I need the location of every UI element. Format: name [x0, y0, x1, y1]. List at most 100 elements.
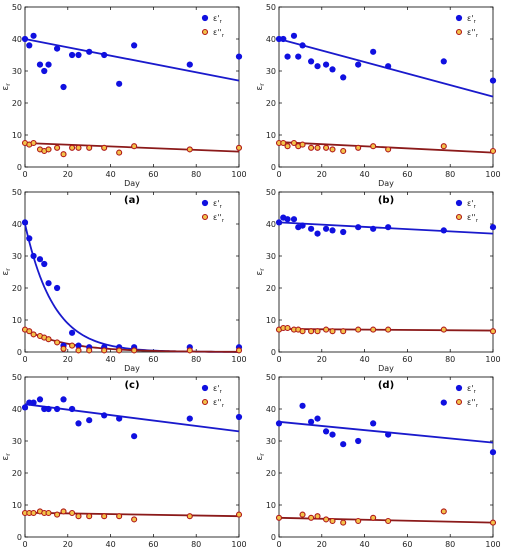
y-axis-label: εr — [1, 83, 12, 91]
data-point-eps-double — [26, 328, 33, 335]
data-point-eps-double — [235, 347, 243, 354]
data-point-eps-prime — [489, 77, 497, 84]
data-point-eps-double — [370, 143, 377, 150]
data-point-eps-prime — [280, 35, 287, 43]
data-point-eps-double — [340, 147, 347, 155]
y-axis-label-subscript: r — [5, 268, 12, 271]
data-point-eps-prime — [21, 35, 29, 43]
x-tick-label: 60 — [148, 540, 158, 549]
data-point-eps-double — [186, 146, 193, 153]
data-point-eps-double — [489, 147, 497, 155]
data-point-eps-double — [30, 139, 37, 147]
data-point-eps-prime — [101, 51, 108, 59]
x-tick-label: 20 — [63, 170, 73, 179]
data-point-eps-prime — [45, 61, 52, 68]
x-axis-label: Day — [124, 179, 140, 188]
x-tick-label: 60 — [148, 170, 158, 179]
data-point-eps-prime — [322, 428, 330, 435]
legend-label-subscript: r — [474, 19, 477, 25]
legend-marker-eps-double — [201, 28, 209, 36]
legend-marker-eps-prime — [201, 199, 209, 207]
legend-label: ε''r — [467, 28, 479, 39]
legend-label-subscript: r — [222, 218, 225, 224]
x-tick-label: 20 — [317, 355, 327, 364]
y-tick-label: 40 — [12, 35, 22, 44]
data-point-eps-prime — [308, 58, 315, 65]
legend-label: ε''r — [467, 398, 479, 409]
data-point-eps-prime — [314, 63, 321, 70]
x-tick-label: 80 — [191, 540, 201, 549]
x-tick-label: 40 — [360, 540, 370, 549]
data-point-eps-double — [75, 144, 82, 151]
data-point-eps-prime — [290, 216, 298, 223]
x-tick-label: 80 — [445, 540, 455, 549]
data-point-eps-double — [308, 514, 315, 521]
data-point-eps-prime — [131, 42, 138, 49]
data-point-eps-prime — [275, 219, 283, 226]
panel-label: (b) — [378, 195, 394, 206]
data-point-eps-double — [299, 511, 306, 518]
data-point-eps-prime — [21, 404, 29, 411]
data-point-eps-prime — [131, 433, 138, 440]
data-point-eps-prime — [36, 256, 44, 263]
data-point-eps-double — [69, 509, 76, 517]
data-point-eps-prime — [30, 32, 37, 39]
y-tick-label: 10 — [12, 131, 22, 140]
data-point-eps-prime — [340, 441, 347, 448]
data-point-eps-prime — [295, 53, 302, 60]
data-point-eps-prime — [355, 224, 362, 231]
legend: ε'r ε''r — [201, 14, 225, 39]
x-tick-label: 100 — [485, 355, 500, 364]
plot-frame — [24, 376, 240, 538]
data-point-eps-prime — [275, 420, 283, 427]
plot-frame — [278, 191, 494, 353]
legend-label-subscript: r — [476, 218, 479, 224]
y-tick-label: 50 — [12, 188, 22, 197]
data-point-eps-double — [86, 347, 93, 354]
legend-label-subscript: r — [474, 204, 477, 210]
data-point-eps-prime — [26, 235, 33, 242]
data-point-eps-prime — [60, 396, 67, 403]
legend: ε'r ε''r — [201, 384, 225, 409]
legend-label: ε'r — [213, 384, 223, 395]
data-point-eps-prime — [489, 449, 497, 456]
fit-line-eps-prime — [24, 403, 240, 433]
data-point-eps-prime — [41, 67, 48, 75]
data-point-eps-prime — [385, 431, 392, 438]
data-point-eps-double — [440, 143, 447, 150]
data-point-eps-prime — [68, 329, 76, 336]
data-point-eps-prime — [370, 48, 377, 55]
data-point-eps-double — [385, 326, 392, 333]
data-point-eps-prime — [75, 420, 82, 427]
data-point-eps-prime — [355, 61, 362, 68]
fit-line-eps-prime — [278, 420, 494, 444]
legend-label-subscript: r — [220, 389, 223, 395]
data-point-eps-double — [54, 144, 61, 151]
data-point-eps-prime — [116, 415, 123, 422]
data-point-eps-prime — [45, 405, 52, 413]
data-point-eps-prime — [308, 418, 315, 425]
legend: ε'r ε''r — [455, 14, 479, 39]
x-tick-label: 60 — [402, 170, 412, 179]
data-point-eps-prime — [36, 396, 44, 403]
y-tick-label: 10 — [266, 131, 276, 140]
data-point-eps-double — [54, 511, 61, 518]
legend-label-subscript: r — [222, 33, 225, 39]
data-point-eps-double — [116, 347, 123, 354]
data-point-eps-double — [355, 326, 362, 333]
data-point-eps-double — [131, 516, 138, 523]
legend-marker-eps-prime — [201, 384, 209, 392]
x-tick-label: 100 — [485, 540, 500, 549]
data-point-eps-prime — [54, 284, 61, 292]
data-point-eps-prime — [299, 42, 306, 49]
data-point-eps-double — [235, 511, 243, 518]
y-tick-label: 20 — [12, 469, 22, 478]
y-tick-label: 20 — [12, 284, 22, 293]
x-tick-label: 100 — [231, 355, 246, 364]
x-tick-label: 0 — [22, 355, 27, 364]
y-axis-label: εr — [255, 268, 266, 276]
data-point-eps-double — [54, 339, 61, 346]
data-point-eps-prime — [68, 51, 76, 59]
data-point-eps-double — [329, 146, 336, 153]
